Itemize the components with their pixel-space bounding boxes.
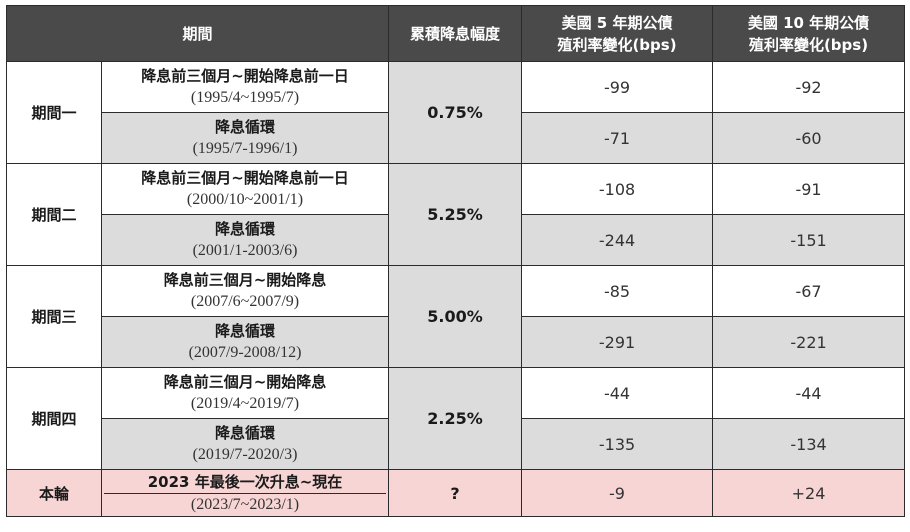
sub-period-range: (2019/4~2019/7) <box>190 395 300 412</box>
sub-period-range: (1995/7-1996/1) <box>192 140 298 157</box>
table-row: 降息循環 (2001/1-2003/6) -244 -151 <box>7 214 906 266</box>
sub-period-cell: 降息循環 (2001/1-2003/6) <box>100 214 390 266</box>
sub-period-range: (2001/1-2003/6) <box>192 242 298 259</box>
sub-period-label: 降息前三個月~開始降息 <box>163 373 327 391</box>
period-name: 期間三 <box>6 265 102 368</box>
header-us10y: 美國 10 年期公債 殖利率變化(bps) <box>712 5 906 62</box>
us5y-change: -71 <box>521 112 714 164</box>
sub-period-range: (2019/7-2020/3) <box>192 446 298 463</box>
table-row: 降息循環 (1995/7-1996/1) -71 -60 <box>7 112 906 164</box>
period-name: 期間二 <box>6 163 102 266</box>
sub-period-label: 降息前三個月~開始降息 <box>163 271 327 289</box>
us10y-change: -221 <box>712 316 906 368</box>
cumulative-cut-value: 2.25% <box>388 367 523 470</box>
us5y-change: -44 <box>521 367 714 419</box>
period-name: 期間一 <box>6 61 102 164</box>
sub-period-range: (2000/10~2001/1) <box>186 191 304 208</box>
sub-period-cell: 降息前三個月~開始降息 (2019/4~2019/7) <box>100 367 390 419</box>
table-row: 期間三 降息前三個月~開始降息 (2007/6~2007/9) 5.00% -8… <box>6 265 906 368</box>
us5y-change: -99 <box>521 61 714 113</box>
table-row: 降息循環 (2007/9-2008/12) -291 -221 <box>7 316 906 368</box>
header-us5y: 美國 5 年期公債 殖利率變化(bps) <box>521 5 714 62</box>
table-row: 降息循環 (2019/7-2020/3) -135 -134 <box>7 418 906 470</box>
us5y-change: -135 <box>521 418 714 470</box>
header-us10y-line2: 殖利率變化(bps) <box>748 35 869 54</box>
us10y-change: -44 <box>712 367 906 419</box>
sub-period-cell: 降息循環 (2007/9-2008/12) <box>100 316 390 368</box>
period-name: 期間四 <box>6 367 102 470</box>
cumulative-cut-value: 5.25% <box>388 163 523 266</box>
cumulative-cut-value: 0.75% <box>388 61 523 164</box>
current-us5y-change: -9 <box>521 469 714 517</box>
sub-period-cell: 降息循環 (2019/7-2020/3) <box>100 418 390 470</box>
us10y-change: -67 <box>712 265 906 317</box>
us10y-change: -91 <box>712 163 906 215</box>
us5y-change: -244 <box>521 214 714 266</box>
current-cumulative-cut: ? <box>388 469 523 517</box>
table-row: 期間二 降息前三個月~開始降息前一日 (2000/10~2001/1) 5.25… <box>6 163 906 266</box>
us10y-change: -134 <box>712 418 906 470</box>
header-us10y-line1: 美國 10 年期公債 <box>747 13 870 32</box>
sub-period-label: 降息循環 <box>215 220 276 238</box>
sub-period-cell: 降息前三個月~開始降息前一日 (1995/4~1995/7) <box>100 61 390 113</box>
current-cycle-row: 本輪 2023 年最後一次升息~現在 (2023/7~2023/1) ? -9 … <box>6 469 906 517</box>
sub-period-label: 降息循環 <box>215 118 276 136</box>
us10y-change: -151 <box>712 214 906 266</box>
current-us10y-change: +24 <box>712 469 906 517</box>
us5y-change: -108 <box>521 163 714 215</box>
current-cycle-label: 2023 年最後一次升息~現在 <box>104 471 387 494</box>
sub-period-range: (2007/9-2008/12) <box>188 344 302 361</box>
header-cumulative-cut: 累積降息幅度 <box>388 5 523 62</box>
us5y-change: -291 <box>521 316 714 368</box>
header-us5y-line1: 美國 5 年期公債 <box>561 13 673 32</box>
current-cycle-range: (2023/7~2023/1) <box>190 495 300 513</box>
rate-cut-yield-table: 期間 累積降息幅度 美國 5 年期公債 殖利率變化(bps) 美國 10 年期公… <box>5 5 906 517</box>
us5y-change: -85 <box>521 265 714 317</box>
us10y-change: -60 <box>712 112 906 164</box>
sub-period-cell: 降息前三個月~開始降息前一日 (2000/10~2001/1) <box>100 163 390 215</box>
header-us5y-line2: 殖利率變化(bps) <box>557 35 677 54</box>
table-row: 期間一 降息前三個月~開始降息前一日 (1995/4~1995/7) 0.75%… <box>6 61 906 164</box>
table-row: 期間四 降息前三個月~開始降息 (2019/4~2019/7) 2.25% -4… <box>6 367 906 470</box>
header-row: 期間 累積降息幅度 美國 5 年期公債 殖利率變化(bps) 美國 10 年期公… <box>5 5 906 62</box>
sub-period-cell: 降息循環 (1995/7-1996/1) <box>100 112 390 164</box>
sub-period-label: 降息循環 <box>215 322 276 340</box>
sub-period-label: 降息前三個月~開始降息前一日 <box>141 67 349 85</box>
header-period: 期間 <box>5 5 390 62</box>
sub-period-label: 降息前三個月~開始降息前一日 <box>141 169 349 187</box>
sub-period-cell: 降息前三個月~開始降息 (2007/6~2007/9) <box>100 265 390 317</box>
sub-period-range: (1995/4~1995/7) <box>190 89 300 106</box>
sub-period-range: (2007/6~2007/9) <box>190 293 300 310</box>
current-cycle-name: 本輪 <box>6 469 102 517</box>
cumulative-cut-value: 5.00% <box>388 265 523 368</box>
us10y-change: -92 <box>712 61 906 113</box>
sub-period-label: 降息循環 <box>215 424 276 442</box>
current-cycle-cell: 2023 年最後一次升息~現在 (2023/7~2023/1) <box>100 469 390 517</box>
